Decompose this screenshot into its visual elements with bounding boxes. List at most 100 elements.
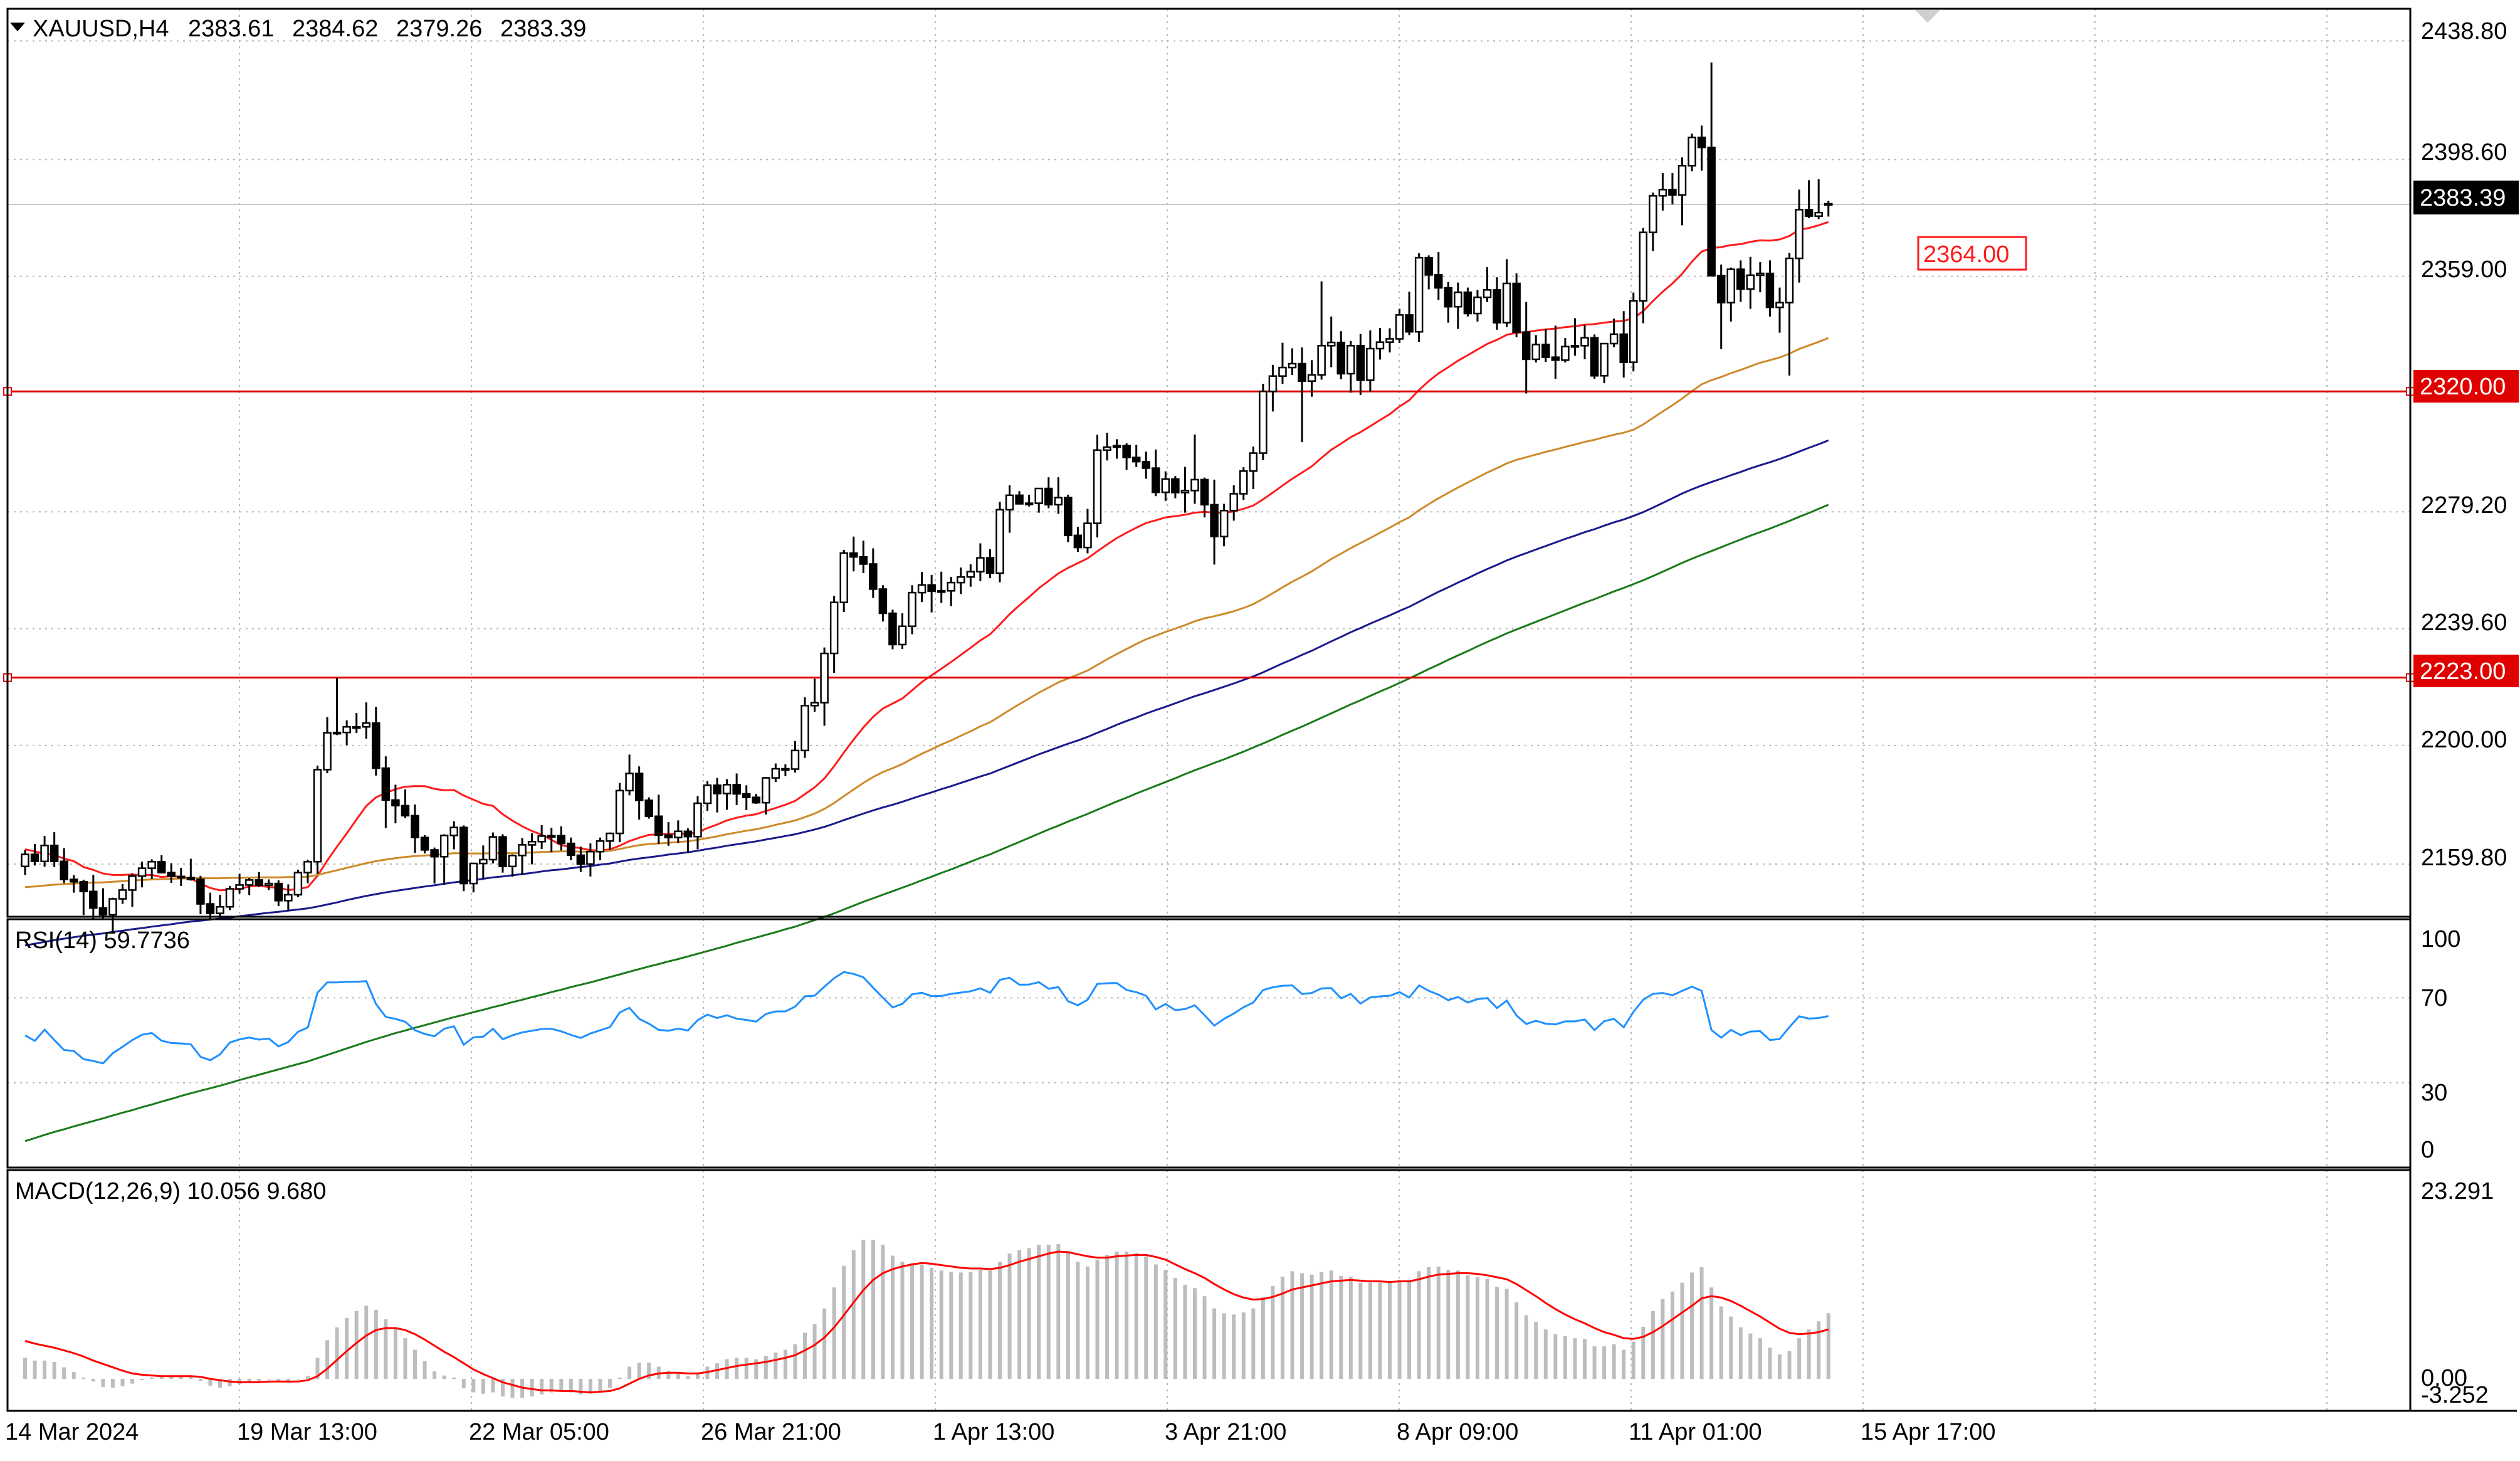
candle-bear <box>430 849 439 858</box>
macd-bar <box>1495 1287 1499 1379</box>
candle-bear <box>1064 497 1073 537</box>
candle-bear <box>1707 146 1716 277</box>
time-label: 3 Apr 21:00 <box>1165 1419 1286 1445</box>
level-tag-2223[interactable]: 2223.00 <box>2413 655 2519 687</box>
rsi-pane[interactable] <box>24 971 1829 1065</box>
candle-bear <box>1590 337 1599 377</box>
candle-bull <box>147 860 156 869</box>
shift-marker-icon[interactable] <box>1915 10 1940 23</box>
candle-bear <box>1619 333 1628 363</box>
macd-bar <box>1280 1276 1284 1379</box>
price-pane[interactable] <box>3 62 2415 1142</box>
candle-bull <box>703 784 712 804</box>
macd-bar <box>579 1379 583 1395</box>
grid-lines <box>8 9 2410 1411</box>
macd-bar <box>384 1319 388 1379</box>
candle-bear <box>186 877 196 880</box>
candle-bull <box>1161 478 1170 493</box>
macd-bar <box>695 1373 700 1379</box>
macd-bar <box>1553 1334 1558 1379</box>
macd-bar <box>433 1371 437 1379</box>
macd-bar <box>452 1377 456 1379</box>
candle-bull <box>1600 342 1609 377</box>
horizontal-levels[interactable] <box>3 387 2415 682</box>
macd-bar <box>1397 1280 1402 1379</box>
macd-bar <box>1066 1252 1070 1379</box>
candle-bull <box>40 845 49 863</box>
close-value: 2383.39 <box>500 16 586 42</box>
macd-zero-label: 0.00 <box>2421 1365 2467 1391</box>
macd-bar <box>1602 1346 1607 1379</box>
macd-bar <box>52 1362 56 1379</box>
macd-bar <box>559 1379 564 1392</box>
candle-bull <box>216 905 224 914</box>
candle-bear <box>1131 456 1141 463</box>
macd-bar <box>1368 1282 1372 1379</box>
level-tag-2320[interactable]: 2320.00 <box>2413 370 2519 403</box>
macd-bar <box>1115 1251 1119 1379</box>
candle-bull <box>1795 209 1803 260</box>
macd-bar <box>1748 1333 1753 1379</box>
macd-bar <box>1085 1266 1089 1379</box>
candle-bear <box>1493 289 1501 324</box>
macd-bar <box>1095 1259 1100 1379</box>
macd-bar <box>1339 1275 1343 1379</box>
macd-bar <box>403 1338 407 1379</box>
macd-bar <box>247 1379 251 1383</box>
macd-bar <box>1719 1306 1723 1379</box>
candle-bear <box>401 804 410 817</box>
candle-bull <box>957 576 965 584</box>
macd-bar <box>1797 1338 1802 1379</box>
candle-bull <box>342 725 351 734</box>
menu-triangle-icon[interactable] <box>10 23 25 31</box>
macd-bar <box>812 1324 817 1379</box>
candle-bear <box>70 878 78 883</box>
macd-bar <box>1622 1349 1626 1379</box>
candle-bear <box>567 842 575 857</box>
macd-bar <box>1320 1272 1324 1379</box>
macd-bar <box>1738 1327 1743 1379</box>
price-tick: 2239.60 <box>2421 609 2507 636</box>
price-axis: 2438.80 2398.60 2359.00 2279.20 2239.60 … <box>2421 18 2507 871</box>
candle-bull <box>1249 452 1258 472</box>
macd-bar <box>1271 1286 1275 1379</box>
macd-bar <box>1027 1248 1031 1379</box>
candle-bull <box>771 767 780 779</box>
macd-bar <box>774 1352 778 1379</box>
candle-bear <box>79 880 88 893</box>
macd-bar <box>91 1379 95 1382</box>
candle-bull <box>762 777 770 804</box>
macd-bar <box>374 1309 378 1379</box>
macd-bar <box>228 1379 232 1386</box>
macd-bar <box>1729 1316 1733 1379</box>
candle-bull <box>615 789 624 835</box>
macd-bar <box>130 1379 135 1384</box>
macd-bar <box>1407 1282 1412 1379</box>
candle-bear <box>498 836 507 868</box>
price-tick: 2438.80 <box>2421 18 2507 45</box>
macd-bar <box>1212 1308 1217 1379</box>
candle-bull <box>722 784 732 794</box>
candle-bear <box>1044 487 1053 506</box>
macd-bar <box>1485 1279 1489 1379</box>
candle-bull <box>1083 522 1092 549</box>
candle-bear <box>888 612 897 646</box>
macd-bar <box>1290 1271 1294 1379</box>
macd-bar <box>1504 1289 1509 1379</box>
candle-bull <box>1483 289 1492 298</box>
macd-bar <box>1436 1266 1441 1379</box>
candle-bull <box>21 853 29 868</box>
macd-bar <box>783 1349 787 1379</box>
macd-bar <box>725 1359 729 1379</box>
macd-bar <box>1515 1302 1519 1379</box>
candle-bull <box>1726 268 1735 303</box>
macd-bar <box>481 1379 485 1394</box>
macd-bar <box>939 1270 943 1379</box>
candle-bear <box>869 563 878 590</box>
macd-bar <box>208 1379 213 1386</box>
macd-bar <box>530 1379 534 1397</box>
candle-bear <box>1551 356 1560 361</box>
macd-pane[interactable] <box>23 1240 1830 1398</box>
